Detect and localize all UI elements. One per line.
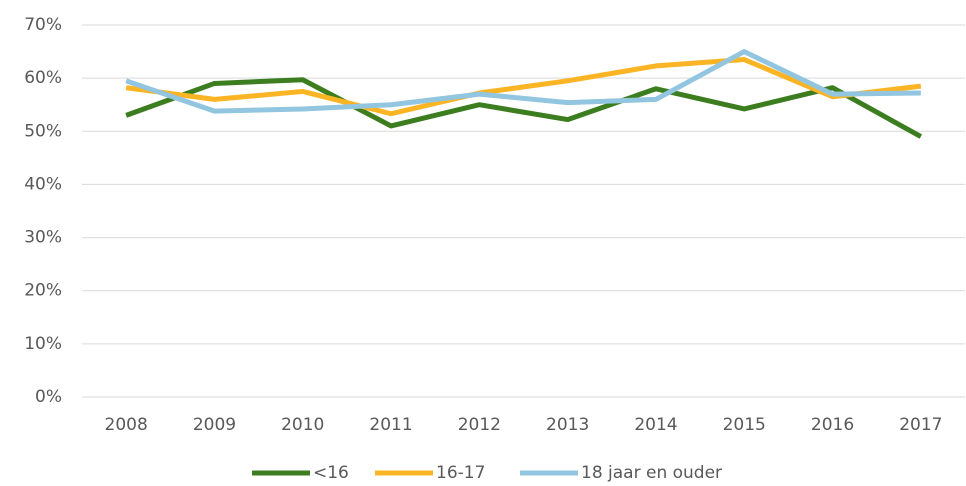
x-tick-label: 2012	[458, 415, 501, 435]
legend-label: 18 jaar en ouder	[581, 463, 722, 483]
y-tick-label: 10%	[24, 334, 62, 354]
x-tick-label: 2010	[281, 415, 324, 435]
series-line	[125, 57, 922, 117]
x-tick-label: 2017	[899, 415, 942, 435]
y-tick-label: 30%	[24, 228, 62, 248]
x-tick-label: 2009	[193, 415, 236, 435]
x-tick-label: 2008	[105, 415, 148, 435]
series-line	[125, 77, 923, 139]
x-tick-label: 2016	[811, 415, 854, 435]
series-line	[125, 49, 921, 114]
y-tick-label: 20%	[24, 281, 62, 301]
y-tick-label: 60%	[24, 68, 62, 88]
x-tick-label: 2014	[634, 415, 677, 435]
y-tick-label: 70%	[24, 15, 62, 35]
legend-label: <16	[313, 463, 349, 483]
x-tick-label: 2013	[546, 415, 589, 435]
y-tick-label: 0%	[35, 387, 62, 407]
y-tick-label: 50%	[24, 121, 62, 141]
y-tick-label: 40%	[24, 174, 62, 194]
legend-label: 16-17	[436, 463, 485, 483]
x-tick-label: 2015	[723, 415, 766, 435]
x-tick-label: 2011	[369, 415, 412, 435]
